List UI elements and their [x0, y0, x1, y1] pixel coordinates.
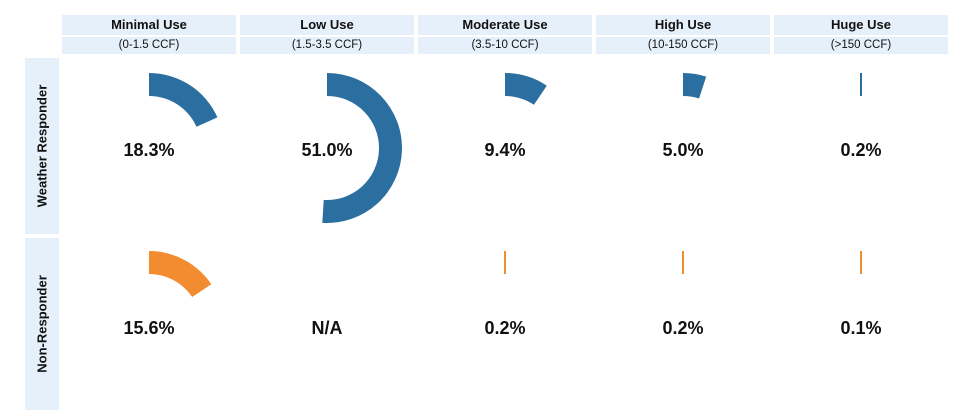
column-header-huge-use: Huge Use (>150 CCF) — [774, 14, 948, 54]
column-range: (1.5-3.5 CCF) — [240, 37, 414, 54]
value-label-non-minimal: 15.6% — [123, 318, 175, 338]
value-label-non-moderate: 0.2% — [484, 318, 526, 338]
row-header-non-responder: Non-Responder — [25, 238, 59, 410]
value-label-weather-minimal: 18.3% — [123, 140, 175, 160]
radial-bar-0-2 — [505, 73, 547, 105]
value-label-non-huge: 0.1% — [840, 318, 882, 338]
value-label-non-low: N/A — [311, 318, 343, 338]
value-label-weather-high: 5.0% — [662, 140, 704, 160]
column-range: (3.5-10 CCF) — [418, 37, 592, 54]
column-range: (0-1.5 CCF) — [62, 37, 236, 54]
radial-bar-0-1 — [322, 73, 402, 223]
column-title: Moderate Use — [418, 15, 592, 35]
radial-bar-1-0 — [149, 251, 212, 298]
radial-bar-0-0 — [149, 73, 218, 127]
column-range: (>150 CCF) — [774, 37, 948, 54]
column-title: Minimal Use — [62, 15, 236, 35]
value-label-weather-moderate: 9.4% — [484, 140, 526, 160]
column-title: Huge Use — [774, 15, 948, 35]
radial-bar-0-3 — [683, 73, 707, 99]
column-range: (10-150 CCF) — [596, 37, 770, 54]
value-label-weather-huge: 0.2% — [840, 140, 882, 160]
row-header-weather-responder: Weather Responder — [25, 58, 59, 234]
column-header-moderate-use: Moderate Use (3.5-10 CCF) — [418, 14, 592, 54]
column-title: High Use — [596, 15, 770, 35]
column-title: Low Use — [240, 15, 414, 35]
value-label-non-high: 0.2% — [662, 318, 704, 338]
column-header-minimal-use: Minimal Use (0-1.5 CCF) — [62, 14, 236, 54]
value-label-weather-low: 51.0% — [301, 140, 353, 160]
column-header-high-use: High Use (10-150 CCF) — [596, 14, 770, 54]
column-header-low-use: Low Use (1.5-3.5 CCF) — [240, 14, 414, 54]
